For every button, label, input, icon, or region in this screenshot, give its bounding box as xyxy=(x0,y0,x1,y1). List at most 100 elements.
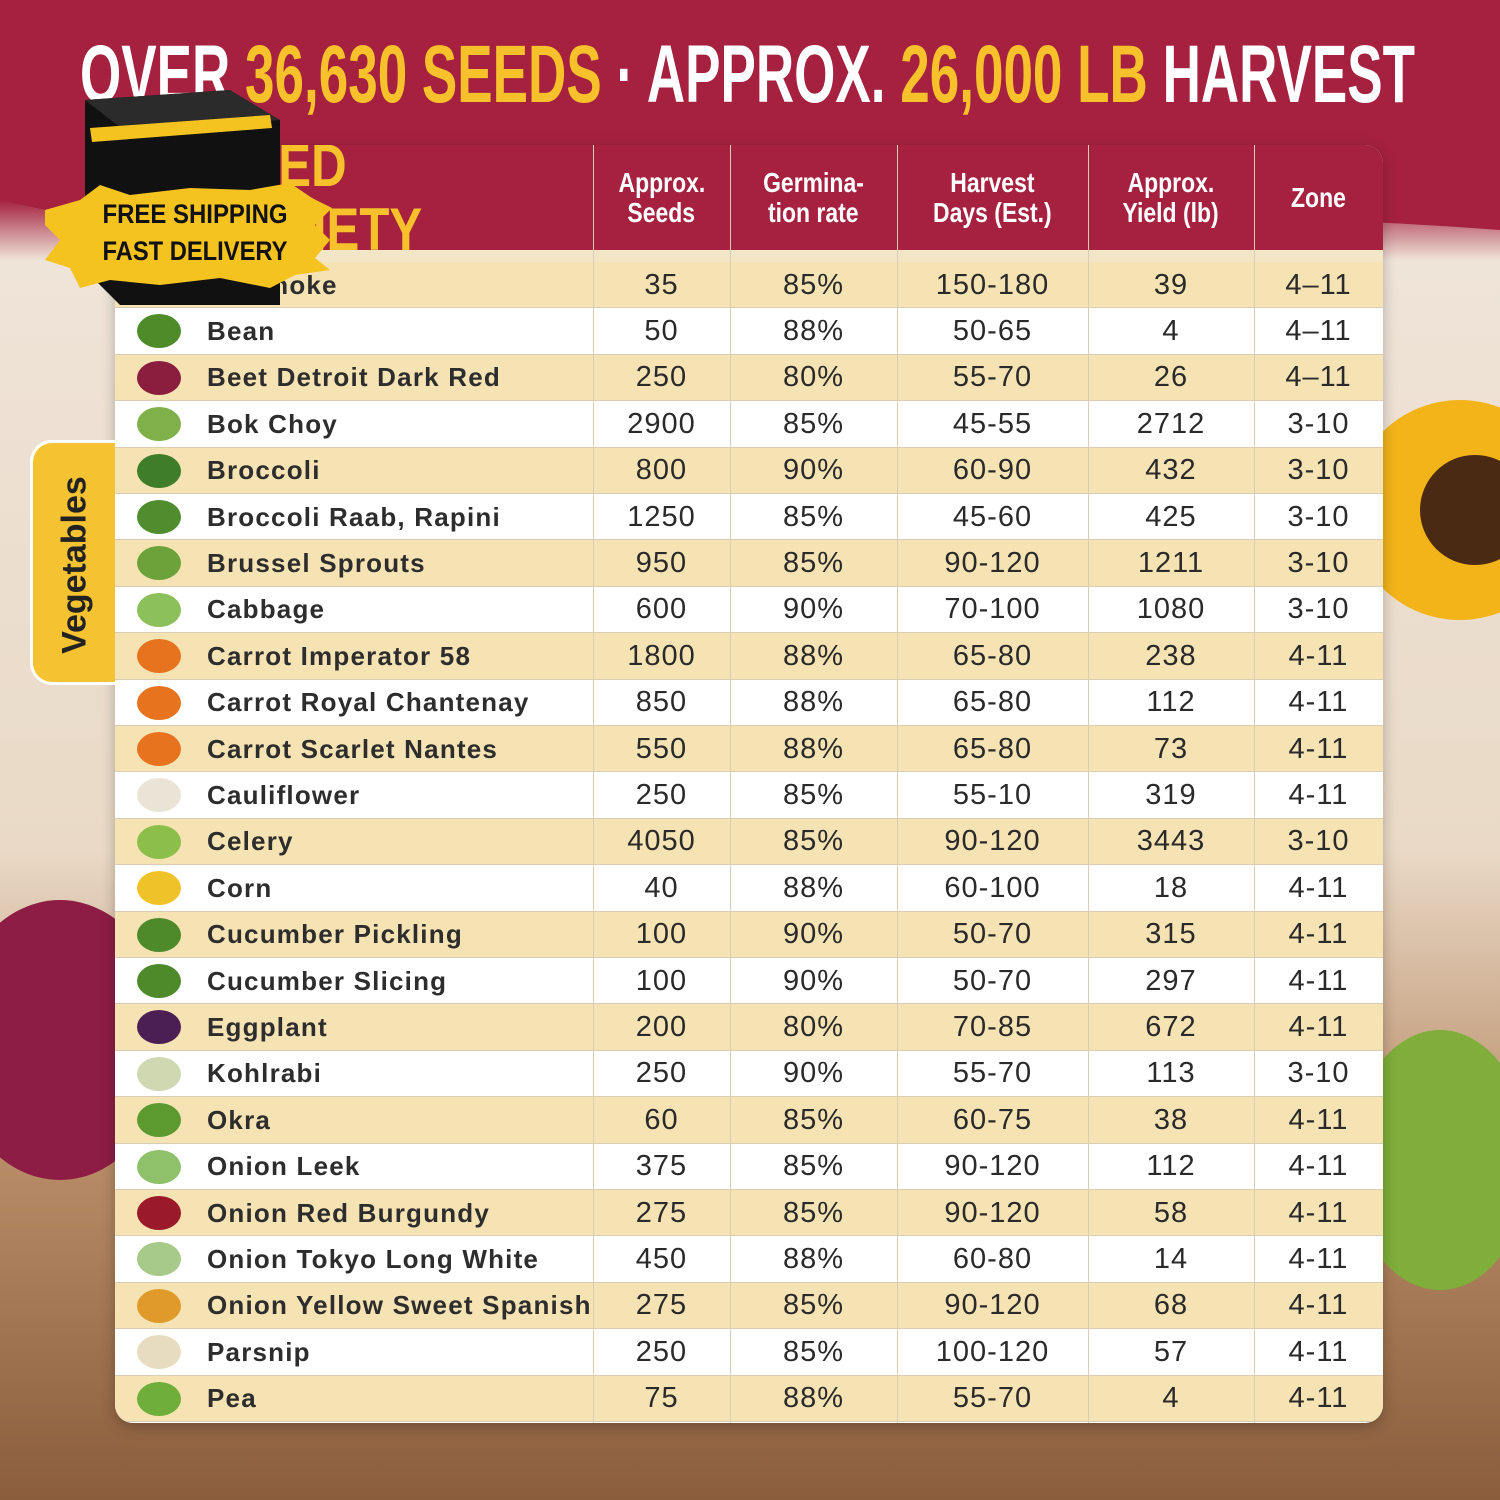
table-cell: 88% xyxy=(782,1243,845,1276)
table-cell: 18 xyxy=(1153,871,1189,904)
table-cell: 4-11 xyxy=(1288,1289,1349,1322)
table-cell: 950 xyxy=(635,547,688,580)
table-cell: 4-11 xyxy=(1288,1011,1349,1044)
table-row xyxy=(115,958,1383,1005)
table-cell: 4 xyxy=(1162,1382,1180,1415)
variety-name: Carrot Imperator 58 xyxy=(207,640,472,671)
table-cell: 238 xyxy=(1145,639,1197,672)
table-cell: 90-120 xyxy=(944,1150,1041,1183)
row-icon xyxy=(137,314,181,349)
column-header: Harvest Days (Est.) xyxy=(897,145,1088,250)
variety-name: Kohlrabi xyxy=(207,1058,323,1089)
table-row xyxy=(115,586,1383,634)
table-cell: 88% xyxy=(782,871,845,904)
table-row xyxy=(115,772,1383,819)
column-header-line: Approx. xyxy=(1127,166,1215,198)
table-cell: 1080 xyxy=(1136,593,1206,626)
table-cell: 85% xyxy=(782,500,845,533)
table-cell: 4-11 xyxy=(1288,871,1349,904)
column-header-line: Yield (lb) xyxy=(1122,196,1220,228)
table-cell: 85% xyxy=(782,407,845,440)
table-cell: 297 xyxy=(1145,964,1197,997)
table-cell: 60-80 xyxy=(952,1243,1033,1276)
variety-name: Cucumber Slicing xyxy=(207,965,448,996)
variety-name: Pea xyxy=(207,1383,257,1414)
table-cell: 1800 xyxy=(627,639,696,672)
row-icon xyxy=(137,1381,181,1416)
table-cell: 50-70 xyxy=(952,964,1033,997)
row-icon xyxy=(137,639,181,674)
table-cell: 40 xyxy=(644,871,679,904)
table-cell: 88% xyxy=(782,315,845,348)
row-icon xyxy=(137,871,181,906)
table-row xyxy=(115,494,1383,541)
row-icon xyxy=(137,1196,181,1230)
row-icon xyxy=(137,964,181,998)
row-icon xyxy=(137,1056,181,1091)
table-cell: 4-11 xyxy=(1288,1150,1349,1183)
table-cell: 90-120 xyxy=(944,1289,1041,1322)
table-cell: 100-120 xyxy=(935,1335,1050,1368)
title-highlight: 36,630 SEEDS xyxy=(245,29,602,120)
title-part: · APPROX. xyxy=(602,29,901,120)
column-header-line: Germina- xyxy=(763,166,864,198)
row-icon xyxy=(137,360,181,395)
row-icon xyxy=(137,917,181,952)
table-cell: 14 xyxy=(1153,1243,1189,1276)
table-cell: 55-70 xyxy=(952,1382,1033,1415)
table-cell: 600 xyxy=(635,593,688,626)
table-cell: 4-11 xyxy=(1288,1335,1349,1368)
variety-name: Eggplant xyxy=(207,1012,328,1043)
table-cell: 85% xyxy=(782,547,845,580)
table-row xyxy=(115,1329,1383,1376)
row-icon xyxy=(137,732,181,766)
variety-name: Carrot Scarlet Nantes xyxy=(207,733,499,764)
table-cell: 3-10 xyxy=(1287,1057,1350,1090)
row-icon xyxy=(137,1288,181,1323)
table-cell: 85% xyxy=(782,1150,845,1183)
table-cell: 58 xyxy=(1153,1196,1189,1229)
row-icon xyxy=(137,1242,181,1277)
variety-name: Onion Red Burgundy xyxy=(207,1197,491,1228)
table-cell: 4-11 xyxy=(1288,779,1349,812)
variety-name: Bean xyxy=(207,316,276,347)
table-row xyxy=(115,1004,1383,1051)
variety-name: Cucumber Pickling xyxy=(207,919,463,950)
header-gap xyxy=(115,250,1383,262)
table-row xyxy=(115,1375,1383,1422)
table-cell: 55-10 xyxy=(952,779,1033,812)
table-cell: 1211 xyxy=(1137,547,1205,580)
table-cell: 88% xyxy=(782,1382,845,1415)
table-cell: 250 xyxy=(635,779,688,812)
shipping-badge: FREE SHIPPING FAST DELIVERY xyxy=(45,90,332,305)
variety-name: Parsnip xyxy=(207,1336,311,1367)
table-cell: 60-90 xyxy=(952,454,1033,487)
variety-name: Celery xyxy=(207,826,294,857)
variety-name: Beet Detroit Dark Red xyxy=(207,362,501,393)
table-cell: 4 xyxy=(1162,315,1180,348)
column-header: Approx. Yield (lb) xyxy=(1088,145,1254,250)
table-cell: 4–11 xyxy=(1285,361,1352,394)
badge-line: FAST DELIVERY xyxy=(103,236,288,266)
column-divider xyxy=(897,145,898,1423)
table-row xyxy=(115,1236,1383,1283)
row-icon xyxy=(137,1010,181,1045)
variety-name: Broccoli Raab, Rapini xyxy=(207,501,501,532)
table-cell: 38 xyxy=(1153,1103,1189,1136)
row-icon xyxy=(137,592,181,627)
table-cell: 35 xyxy=(644,268,679,301)
title-highlight: 26,000 LB xyxy=(900,29,1148,120)
table-cell: 50 xyxy=(644,315,679,348)
table-cell: 3-10 xyxy=(1287,547,1350,580)
table-row xyxy=(115,1050,1383,1098)
table-cell: 85% xyxy=(782,1335,845,1368)
table-cell: 4-11 xyxy=(1288,639,1349,672)
table-cell: 90-120 xyxy=(944,547,1041,580)
row-icon xyxy=(137,778,181,813)
table-row xyxy=(115,1190,1383,1237)
table-row xyxy=(115,401,1383,448)
table-cell: 80% xyxy=(782,1011,845,1044)
table-cell: 57 xyxy=(1153,1335,1189,1368)
header-row xyxy=(115,145,1383,250)
title-part: HARVEST xyxy=(1148,29,1415,120)
